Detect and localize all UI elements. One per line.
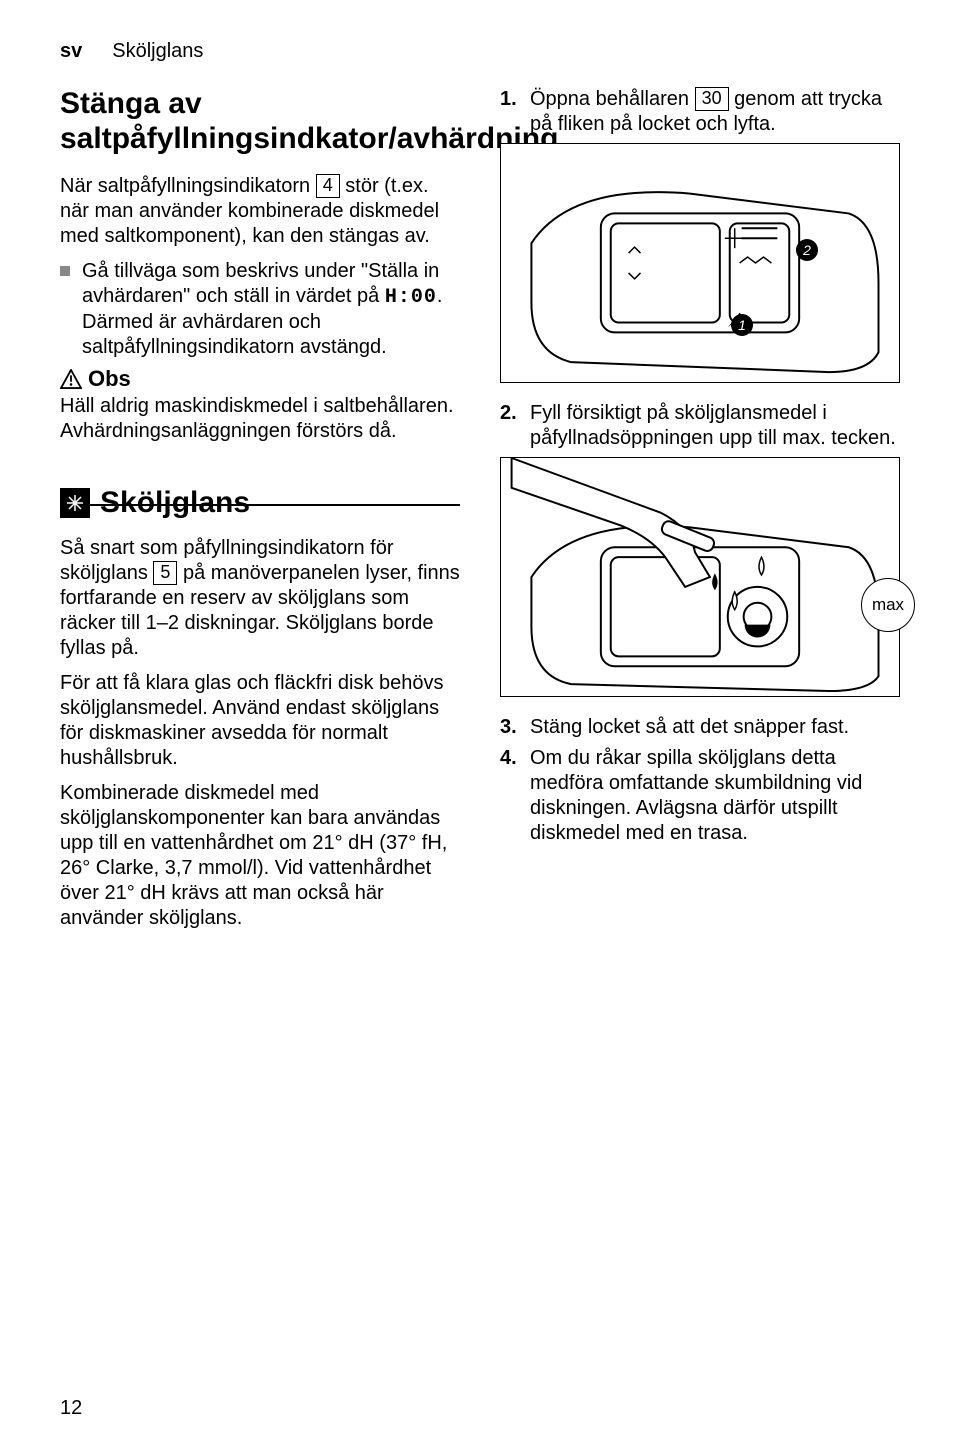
header-section: Sköljglans [112, 40, 203, 63]
intro-pre: När saltpåfyllningsindikatorn [60, 175, 316, 197]
obs-text: Häll aldrig maskindiskmedel i saltbehåll… [60, 394, 460, 444]
lang-code: sv [60, 40, 82, 63]
marker-1: 1 [731, 314, 753, 336]
step-2: 2. Fyll försiktigt på sköljglansmedel i … [500, 401, 900, 451]
skoljglans-p2: För att få klara glas och fläckfri disk … [60, 671, 460, 771]
section-title-avhardning: Stänga av saltpåfyllningsindkator/avhärd… [60, 87, 460, 156]
step-num-3: 3. [500, 715, 520, 740]
container-30-box: 30 [695, 87, 729, 111]
left-column: Stänga av saltpåfyllningsindkator/avhärd… [60, 87, 460, 941]
max-badge: max [861, 578, 915, 632]
step-num-1: 1. [500, 87, 520, 137]
skoljglans-p1: Så snart som påfyllningsindikatorn för s… [60, 536, 460, 661]
right-column: 1. Öppna behållaren 30 genom att trycka … [500, 87, 900, 941]
obs-heading: Obs [60, 366, 460, 392]
skoljglans-title: Sköljglans [100, 486, 250, 520]
indicator-5-box: 5 [153, 561, 177, 585]
step-num-4: 4. [500, 746, 520, 846]
step-2-text: Fyll försiktigt på sköljglansmedel i påf… [530, 401, 900, 451]
step-3: 3. Stäng locket så att det snäpper fast. [500, 715, 900, 740]
marker-2: 2 [796, 239, 818, 261]
step-num-2: 2. [500, 401, 520, 451]
obs-label: Obs [88, 366, 131, 392]
two-column-layout: Stänga av saltpåfyllningsindkator/avhärd… [60, 87, 900, 941]
rinse-aid-icon [60, 488, 90, 518]
skoljglans-heading-row: Sköljglans [60, 504, 460, 520]
warning-triangle-icon [60, 369, 82, 389]
bullet-text: Gå tillväga som beskrivs under "Ställa i… [82, 259, 460, 360]
skoljglans-p3: Kombinerade diskmedel med sköljglanskomp… [60, 781, 460, 931]
page-number: 12 [60, 1397, 82, 1420]
lcd-value: H:00 [385, 286, 437, 309]
intro-paragraph: När saltpåfyllningsindikatorn 4 stör (t.… [60, 174, 460, 249]
page-header: sv Sköljglans [60, 40, 900, 63]
square-bullet-icon [60, 266, 70, 276]
diagram-open-lid: 1 2 [500, 143, 900, 383]
step-1-text: Öppna behållaren 30 genom att trycka på … [530, 87, 900, 137]
indicator-4-box: 4 [316, 174, 340, 198]
step-4: 4. Om du råkar spilla sköljglans detta m… [500, 746, 900, 846]
step-4-text: Om du råkar spilla sköljglans detta medf… [530, 746, 900, 846]
bullet-instruction: Gå tillväga som beskrivs under "Ställa i… [60, 259, 460, 360]
step-3-text: Stäng locket så att det snäpper fast. [530, 715, 849, 740]
step1-pre: Öppna behållaren [530, 88, 695, 110]
diagram-fill-rinse-aid: max [500, 457, 900, 697]
step-1: 1. Öppna behållaren 30 genom att trycka … [500, 87, 900, 137]
